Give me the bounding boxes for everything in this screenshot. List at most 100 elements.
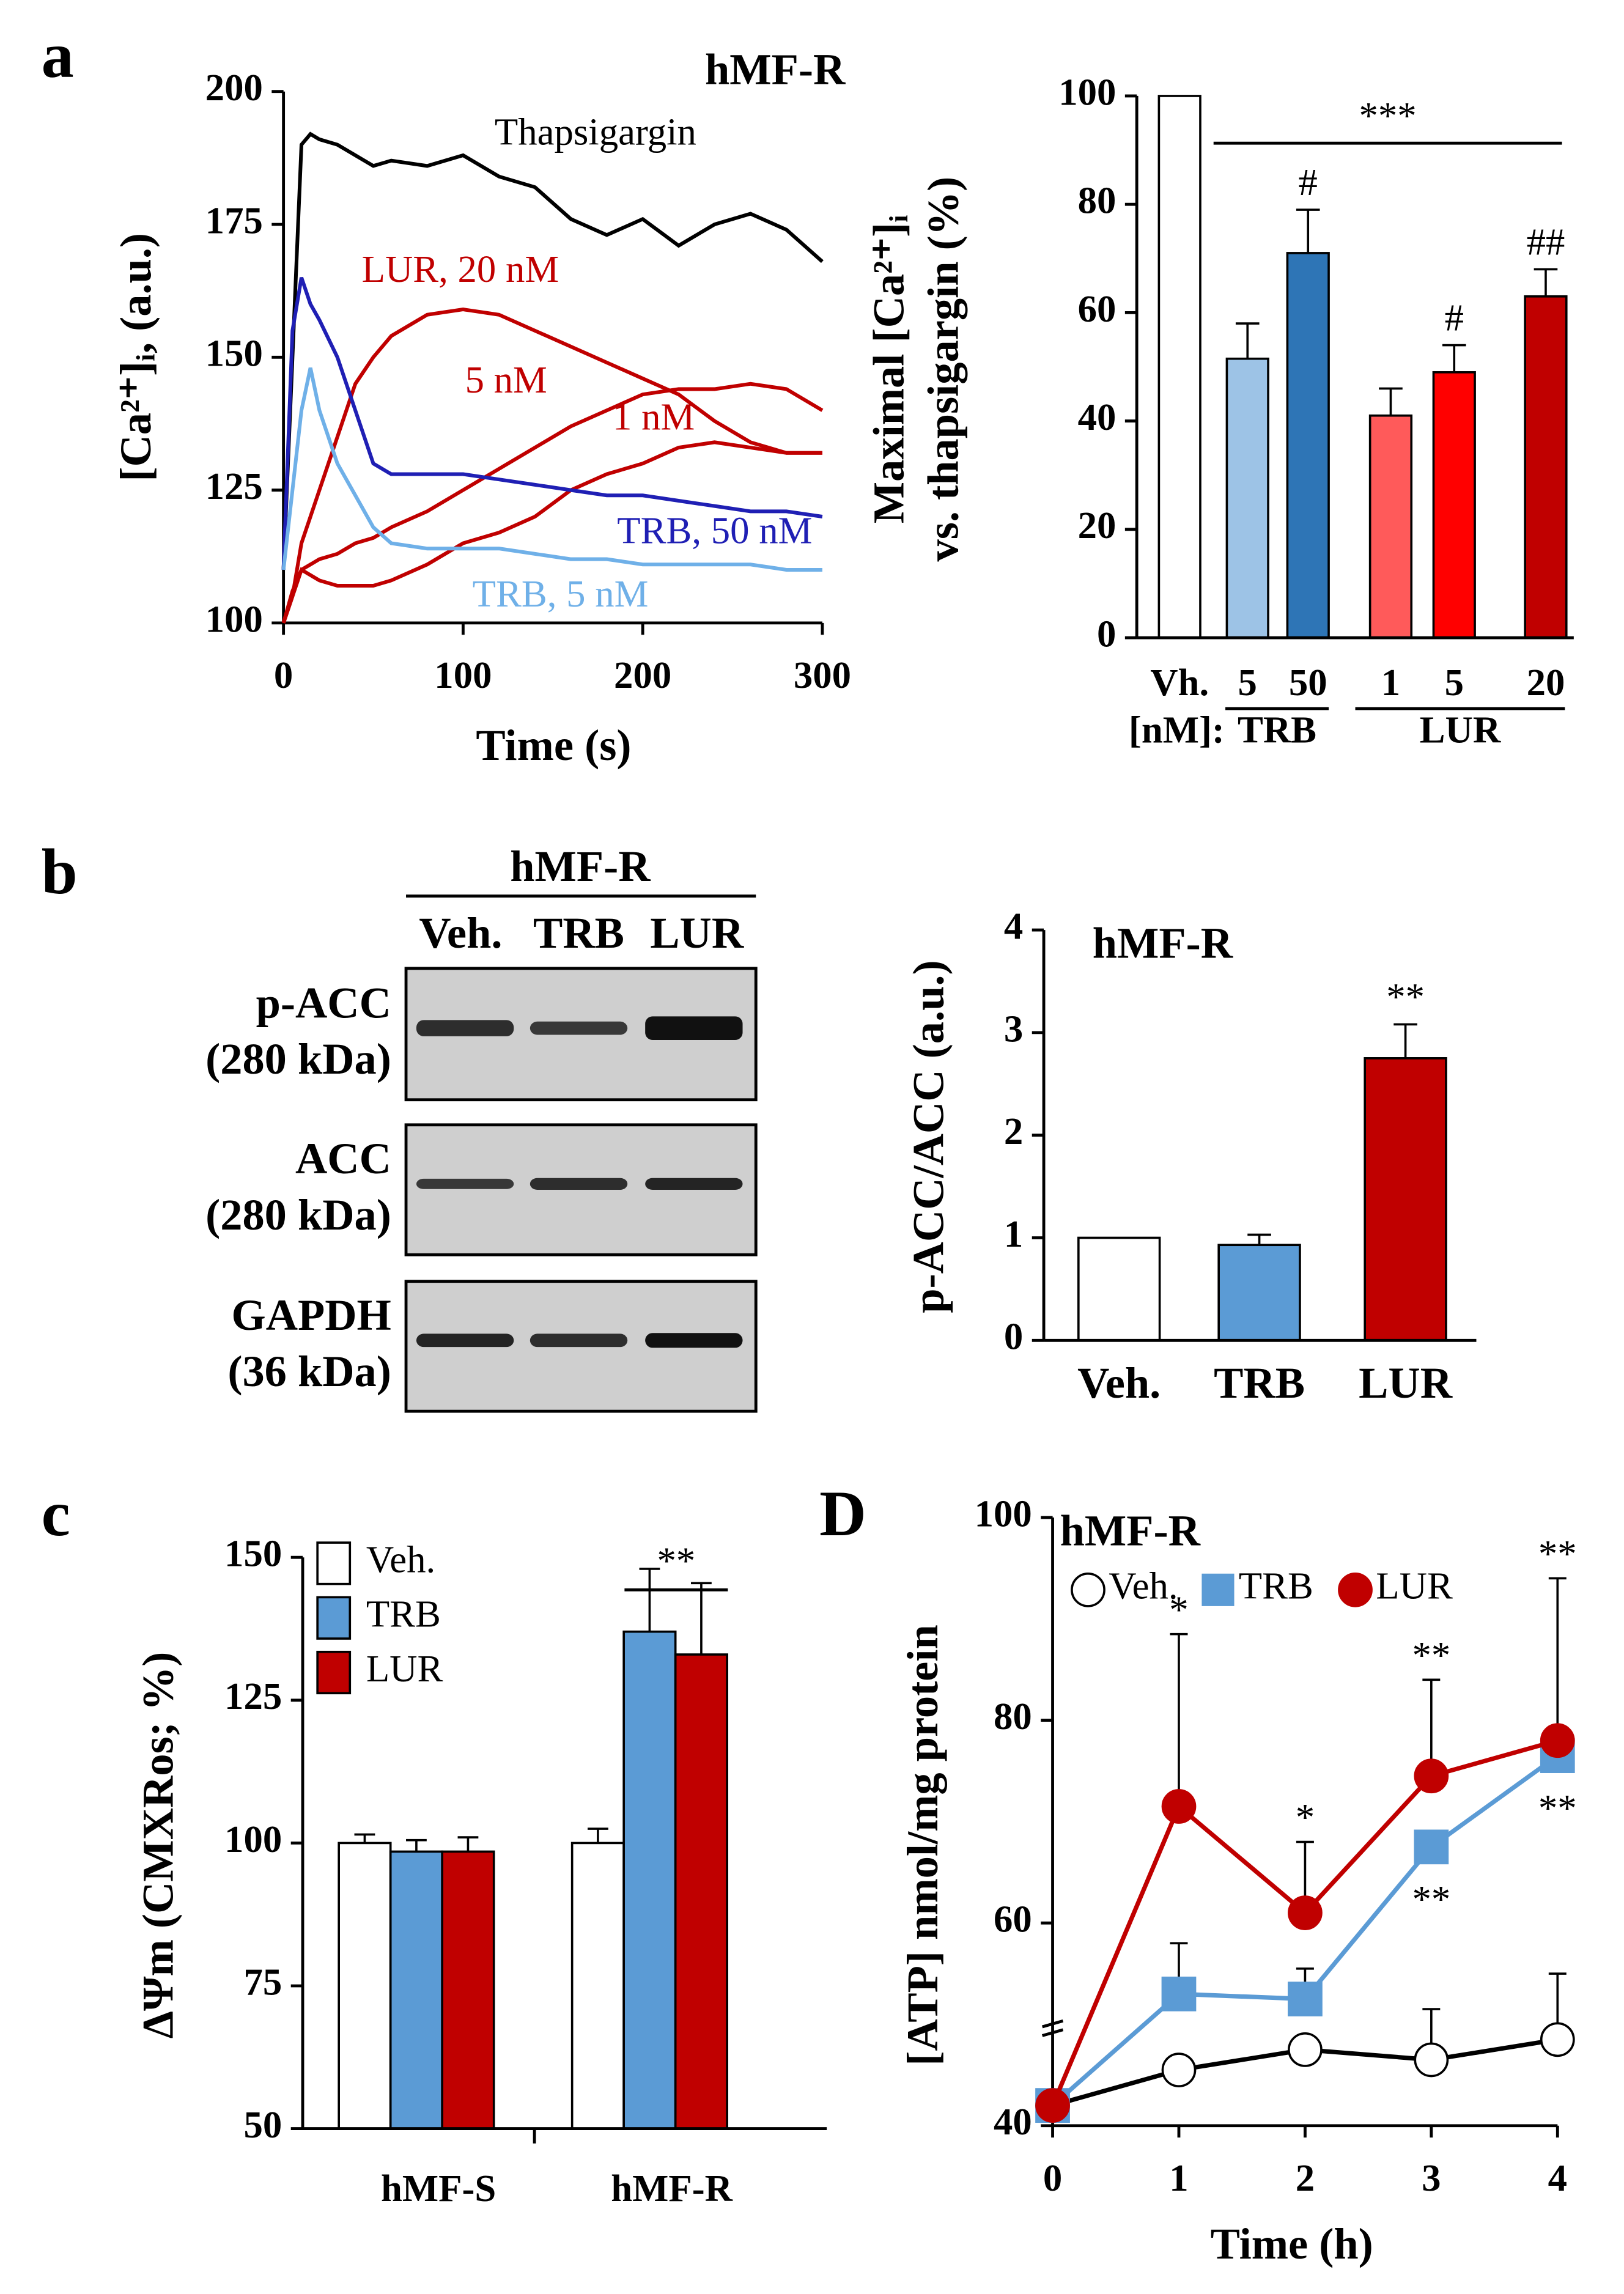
significance: ** bbox=[1538, 1787, 1577, 1829]
y-tick-label: 100 bbox=[975, 1492, 1032, 1535]
x-tick-label: 300 bbox=[794, 654, 851, 696]
series-label: LUR, 20 nM bbox=[362, 248, 559, 290]
x-tick-label: Veh. bbox=[1077, 1358, 1161, 1407]
y-tick-label: 80 bbox=[994, 1695, 1032, 1738]
series-line bbox=[281, 382, 824, 624]
bar bbox=[570, 1842, 625, 2130]
series-label: Thapsigargin bbox=[495, 111, 696, 153]
y-tick-label: 0 bbox=[1004, 1315, 1023, 1358]
series-line bbox=[281, 440, 822, 624]
legend-marker bbox=[1338, 1572, 1373, 1607]
y-tick-label: 50 bbox=[243, 2103, 282, 2146]
bar bbox=[1077, 1236, 1161, 1342]
y-tick-label: 40 bbox=[994, 2100, 1032, 2143]
bar bbox=[1217, 1244, 1301, 1342]
bar bbox=[622, 1630, 677, 2130]
row-size: (36 kDa) bbox=[227, 1346, 391, 1396]
blot-band bbox=[645, 1333, 743, 1348]
legend-label: TRB bbox=[366, 1593, 441, 1636]
y-tick-label: 60 bbox=[994, 1898, 1032, 1941]
y-tick-label: 175 bbox=[205, 199, 263, 242]
x-tick-label: 3 bbox=[1422, 2156, 1441, 2199]
series-line bbox=[281, 131, 824, 570]
bar bbox=[338, 1842, 392, 2130]
blot-band bbox=[416, 1178, 514, 1189]
bar bbox=[1368, 414, 1413, 639]
row-label: p-ACC bbox=[256, 978, 391, 1027]
blot-band bbox=[416, 1333, 514, 1348]
y-tick-label: 75 bbox=[243, 1960, 282, 2003]
x-tick-label: 20 bbox=[1527, 661, 1565, 704]
marker bbox=[1288, 2032, 1323, 2067]
group-label: LUR bbox=[1420, 708, 1501, 751]
marker bbox=[1540, 2022, 1575, 2057]
y-tick-label: 100 bbox=[224, 1818, 282, 1861]
x-tick-label: 50 bbox=[1289, 661, 1327, 704]
marker bbox=[1161, 1789, 1197, 1824]
bar bbox=[441, 1850, 495, 2130]
marker bbox=[1288, 1982, 1323, 2016]
axis-break bbox=[1041, 2019, 1064, 2029]
y-tick-label: 150 bbox=[224, 1532, 282, 1575]
marker bbox=[1161, 1976, 1197, 2012]
x-tick-label: 1 bbox=[1381, 661, 1400, 704]
marker bbox=[1161, 2052, 1197, 2087]
series-line bbox=[281, 367, 822, 572]
blot-band bbox=[416, 1020, 514, 1036]
y-axis-label: vs. thapsigargin (%) bbox=[918, 177, 968, 562]
group-label: TRB bbox=[1238, 708, 1316, 751]
panel-letter: c bbox=[42, 1477, 70, 1549]
bar bbox=[1364, 1057, 1447, 1342]
y-axis-label: p-ACC/ACC (a.u.) bbox=[904, 960, 953, 1313]
row-label: ACC bbox=[295, 1134, 391, 1183]
series-line bbox=[281, 276, 823, 570]
bar bbox=[1225, 357, 1269, 639]
blot-band bbox=[530, 1333, 628, 1348]
bar bbox=[1286, 252, 1330, 639]
y-axis-label: Maximal [Ca²⁺]ᵢ bbox=[863, 215, 913, 523]
lane-label: LUR bbox=[650, 908, 744, 957]
legend-label: Veh. bbox=[366, 1538, 435, 1580]
significance: *** bbox=[1359, 94, 1417, 137]
x-tick-label: 5 bbox=[1445, 661, 1464, 704]
chart-title: hMF-R bbox=[1060, 1506, 1201, 1555]
row-size: (280 kDa) bbox=[205, 1034, 391, 1083]
legend-marker bbox=[1201, 1573, 1235, 1606]
marker bbox=[1414, 1758, 1449, 1794]
legend-label: LUR bbox=[366, 1647, 443, 1690]
significance: # bbox=[1299, 161, 1318, 204]
panel-letter: b bbox=[42, 835, 78, 907]
y-tick-label: 100 bbox=[1058, 70, 1116, 113]
y-axis-label: [Ca²⁺]ᵢ, (a.u.) bbox=[111, 233, 160, 482]
legend-swatch bbox=[316, 1541, 352, 1585]
bar bbox=[1432, 371, 1476, 639]
bar bbox=[389, 1850, 443, 2130]
x-tick-label: 0 bbox=[1043, 2156, 1062, 2199]
series-label: TRB, 5 nM bbox=[473, 572, 649, 615]
y-tick-label: 150 bbox=[205, 332, 263, 375]
x-tick-label: 5 bbox=[1238, 661, 1257, 704]
significance: ** bbox=[1412, 1634, 1450, 1676]
y-tick-label: 200 bbox=[205, 66, 263, 109]
marker bbox=[1540, 1723, 1575, 1758]
x-tick-label: hMF-R bbox=[611, 2167, 733, 2210]
x-tick-label: LUR bbox=[1359, 1358, 1453, 1407]
lane-label: Veh. bbox=[419, 908, 502, 957]
blot-band bbox=[530, 1178, 628, 1190]
legend-marker bbox=[1071, 1572, 1105, 1607]
chart-title: hMF-R bbox=[705, 44, 846, 94]
x-tick-label: Vh. bbox=[1150, 661, 1209, 704]
x-tick-label: 4 bbox=[1548, 2156, 1567, 2199]
marker bbox=[1414, 2042, 1449, 2078]
axis-break bbox=[1041, 2028, 1064, 2037]
y-tick-label: 60 bbox=[1078, 287, 1116, 330]
y-tick-label: 40 bbox=[1078, 396, 1116, 438]
series-label: TRB, 50 nM bbox=[617, 509, 812, 551]
marker bbox=[1414, 1829, 1449, 1865]
significance: * bbox=[1169, 1588, 1188, 1631]
y-axis-label: [ATP] nmol/mg protein bbox=[898, 1625, 947, 2065]
panel-letter: a bbox=[42, 19, 74, 91]
x-tick-label: TRB bbox=[1214, 1358, 1305, 1407]
bar bbox=[1157, 95, 1201, 639]
